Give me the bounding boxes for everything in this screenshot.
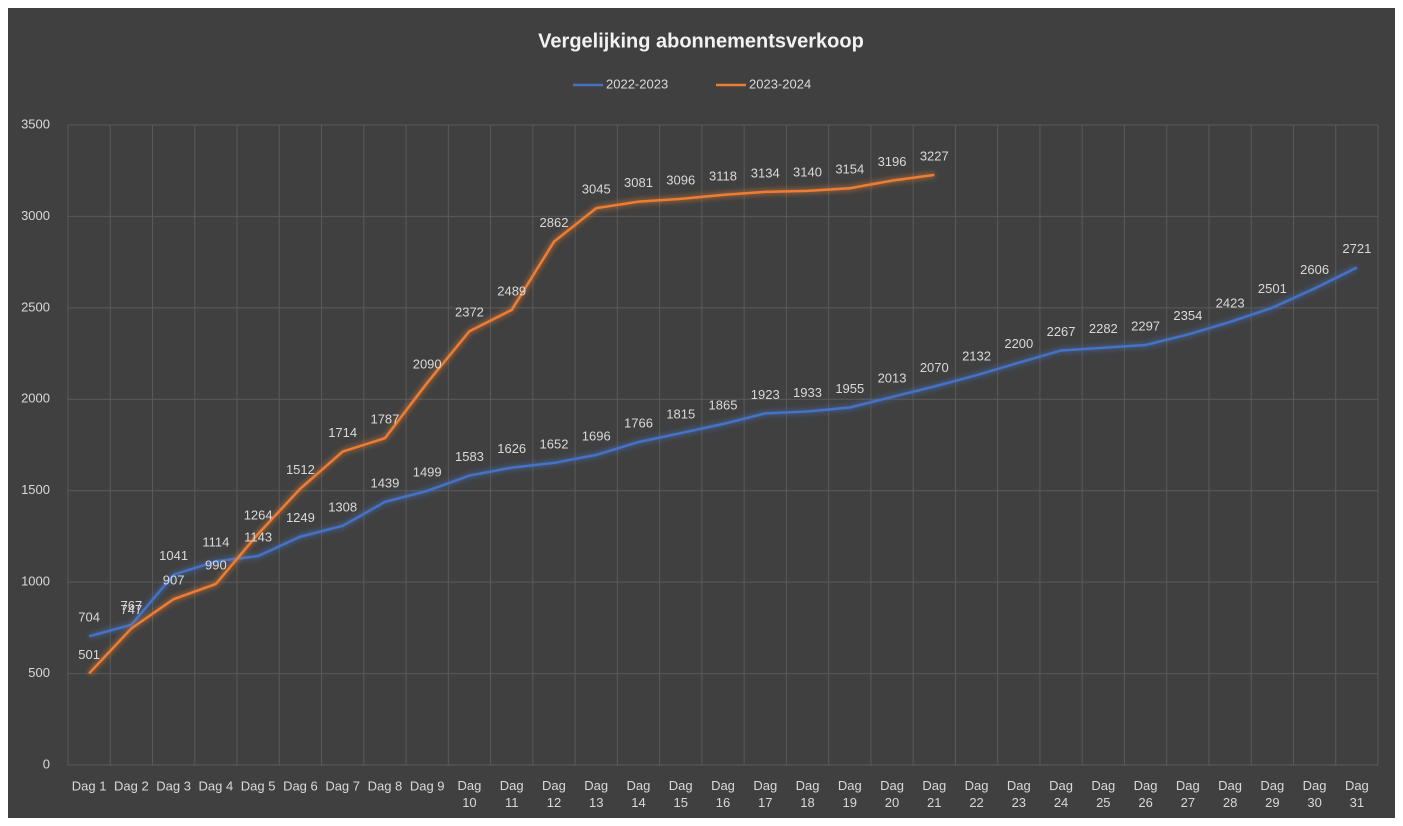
data-label: 3096 bbox=[666, 172, 695, 187]
data-label: 1815 bbox=[666, 407, 695, 422]
x-tick-label: Dag 9 bbox=[410, 778, 445, 793]
data-label: 2501 bbox=[1258, 281, 1287, 296]
x-tick-label: Dag 4 bbox=[199, 778, 234, 793]
x-tick-label: Dag 12 bbox=[542, 778, 566, 810]
y-tick-label: 3000 bbox=[21, 208, 50, 223]
data-label: 501 bbox=[78, 647, 100, 662]
x-tick-label: Dag 22 bbox=[965, 778, 989, 810]
data-label: 1143 bbox=[244, 529, 272, 544]
data-label: 767 bbox=[121, 598, 143, 613]
x-tick-label: Dag 17 bbox=[753, 778, 777, 810]
data-label: 2489 bbox=[497, 283, 526, 298]
legend-label: 2023-2024 bbox=[749, 76, 811, 91]
x-tick-label: Dag 7 bbox=[325, 778, 360, 793]
data-label: 3154 bbox=[835, 162, 864, 177]
x-tick-label: Dag 20 bbox=[880, 778, 904, 810]
data-label: 1512 bbox=[286, 462, 315, 477]
x-tick-label: Dag 15 bbox=[669, 778, 693, 810]
data-label: 2372 bbox=[455, 305, 484, 320]
data-label: 1933 bbox=[793, 385, 822, 400]
x-tick-label: Dag 23 bbox=[1007, 778, 1031, 810]
x-tick-label: Dag 19 bbox=[838, 778, 862, 810]
series-line bbox=[88, 173, 935, 675]
data-label: 1264 bbox=[244, 507, 273, 522]
x-tick-label: Dag 13 bbox=[584, 778, 608, 810]
x-tick-label: Dag 30 bbox=[1303, 778, 1327, 810]
data-label: 2297 bbox=[1131, 318, 1160, 333]
y-tick-label: 2500 bbox=[21, 299, 50, 314]
data-label: 1923 bbox=[751, 387, 780, 402]
data-label: 2013 bbox=[878, 370, 907, 385]
data-label: 1041 bbox=[159, 548, 188, 563]
y-tick-label: 500 bbox=[28, 665, 50, 680]
x-tick-label: Dag 6 bbox=[283, 778, 318, 793]
y-tick-label: 1000 bbox=[21, 574, 50, 589]
data-label: 3196 bbox=[878, 154, 907, 169]
data-label: 1499 bbox=[413, 464, 442, 479]
x-tick-label: Dag 3 bbox=[156, 778, 191, 793]
data-label: 2423 bbox=[1216, 295, 1245, 310]
data-label: 1114 bbox=[202, 535, 229, 550]
data-label: 907 bbox=[163, 573, 185, 588]
data-label: 3081 bbox=[624, 175, 653, 190]
series-line bbox=[88, 266, 1358, 638]
data-label: 3045 bbox=[582, 182, 611, 197]
y-tick-label: 1500 bbox=[21, 482, 50, 497]
x-tick-label: Dag 1 bbox=[72, 778, 107, 793]
x-tick-label: Dag 26 bbox=[1134, 778, 1158, 810]
data-label: 1652 bbox=[540, 436, 569, 451]
x-tick-label: Dag 16 bbox=[711, 778, 735, 810]
data-label: 1626 bbox=[497, 441, 526, 456]
data-label: 3227 bbox=[920, 148, 949, 163]
data-label: 2721 bbox=[1342, 241, 1371, 256]
data-label: 1308 bbox=[328, 499, 357, 514]
data-label: 2606 bbox=[1300, 262, 1329, 277]
x-tick-label: Dag 8 bbox=[368, 778, 403, 793]
data-label: 3118 bbox=[709, 168, 737, 183]
x-tick-label: Dag 11 bbox=[500, 778, 524, 810]
data-label: 1249 bbox=[286, 510, 315, 525]
x-tick-label: Dag 5 bbox=[241, 778, 276, 793]
data-label: 3140 bbox=[793, 164, 822, 179]
legend-label: 2022-2023 bbox=[606, 76, 668, 91]
y-tick-label: 3500 bbox=[21, 116, 50, 131]
x-tick-label: Dag 25 bbox=[1091, 778, 1115, 810]
data-label: 2267 bbox=[1047, 324, 1076, 339]
data-label: 704 bbox=[78, 610, 100, 625]
x-tick-label: Dag 27 bbox=[1176, 778, 1200, 810]
x-tick-label: Dag 29 bbox=[1260, 778, 1284, 810]
data-label: 2862 bbox=[540, 215, 569, 230]
data-label: 2354 bbox=[1173, 308, 1202, 323]
data-label: 3134 bbox=[751, 165, 780, 180]
data-label: 1955 bbox=[835, 381, 864, 396]
data-label: 1714 bbox=[328, 425, 357, 440]
data-label: 2070 bbox=[920, 360, 949, 375]
data-label: 990 bbox=[205, 557, 227, 572]
data-label: 2282 bbox=[1089, 321, 1118, 336]
y-tick-label: 2000 bbox=[21, 391, 50, 406]
x-tick-label: Dag 24 bbox=[1049, 778, 1073, 810]
data-label: 1696 bbox=[582, 428, 611, 443]
x-tick-label: Dag 10 bbox=[458, 778, 482, 810]
data-label: 2200 bbox=[1004, 336, 1033, 351]
data-label: 1766 bbox=[624, 416, 653, 431]
data-label: 2090 bbox=[413, 356, 442, 371]
chart-title: Vergelijking abonnementsverkoop bbox=[538, 30, 864, 52]
data-label: 1439 bbox=[370, 475, 399, 490]
x-tick-label: Dag 14 bbox=[627, 778, 651, 810]
data-label: 747 bbox=[121, 602, 143, 617]
data-label: 1787 bbox=[370, 412, 399, 427]
x-tick-label: Dag 2 bbox=[114, 778, 149, 793]
data-label: 2132 bbox=[962, 349, 991, 364]
x-tick-label: Dag 28 bbox=[1218, 778, 1242, 810]
x-tick-label: Dag 31 bbox=[1345, 778, 1369, 810]
data-label: 1865 bbox=[709, 397, 738, 412]
x-tick-label: Dag 18 bbox=[796, 778, 820, 810]
y-tick-label: 0 bbox=[43, 756, 50, 771]
data-label: 1583 bbox=[455, 449, 484, 464]
x-tick-label: Dag 21 bbox=[922, 778, 946, 810]
